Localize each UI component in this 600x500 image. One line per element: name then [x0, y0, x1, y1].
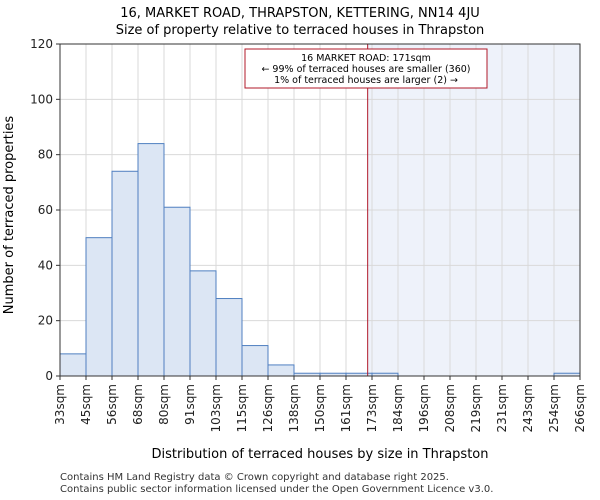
bars [59, 143, 581, 377]
x-tick-label: 208sqm [443, 384, 457, 432]
x-ticks: 33sqm 45sqm 56sqm 68sqm 80sqm 91sqm 103sqm 115s… [53, 376, 587, 432]
annotation-box [244, 48, 488, 89]
bar-103sqm [215, 298, 243, 377]
bar-56sqm [111, 170, 139, 377]
x-tick-label: 231sqm [495, 384, 509, 432]
x-tick-label: 196sqm [417, 384, 431, 432]
x-axis-label: Distribution of terraced houses by size … [151, 447, 488, 462]
y-tick-label: 0 [45, 369, 53, 383]
x-tick-label: 254sqm [547, 384, 561, 432]
bar-33sqm [59, 353, 87, 377]
x-tick-label: 91sqm [183, 384, 197, 425]
x-tick-label: 115sqm [235, 384, 249, 432]
annotation-line-3: 1% of terraced houses are larger (2) → [274, 75, 458, 86]
chart-title: 16, MARKET ROAD, THRAPSTON, KETTERING, N… [120, 6, 480, 21]
chart-subtitle: Size of property relative to terraced ho… [116, 23, 485, 38]
x-tick-label: 103sqm [209, 384, 223, 432]
bar-91sqm [189, 270, 217, 377]
bar-80sqm [163, 206, 191, 377]
y-axis-label: Number of terraced properties [2, 116, 17, 315]
x-tick-label: 243sqm [521, 384, 535, 432]
footer-line-2: Contains public sector information licen… [60, 484, 494, 495]
y-ticks: 0 20 40 60 80 100 120 [30, 37, 60, 383]
x-tick-label: 138sqm [287, 384, 301, 432]
bar-45sqm [85, 237, 113, 377]
y-tick-label: 120 [30, 37, 53, 51]
x-tick-label: 173sqm [365, 384, 379, 432]
marker-annotation: 16 MARKET ROAD: 171sqm ← 99% of terraced… [244, 48, 488, 89]
x-tick-label: 56sqm [105, 384, 119, 425]
x-tick-label: 150sqm [313, 384, 327, 432]
x-tick-label: 161sqm [339, 384, 353, 432]
x-tick-label: 126sqm [261, 384, 275, 432]
x-tick-label: 68sqm [131, 384, 145, 425]
bar-115sqm [241, 345, 269, 377]
y-tick-label: 40 [38, 258, 53, 272]
x-tick-label: 219sqm [469, 384, 483, 432]
footer-line-1: Contains HM Land Registry data © Crown c… [60, 472, 449, 483]
x-tick-label: 184sqm [391, 384, 405, 432]
bar-126sqm [267, 364, 295, 377]
y-tick-label: 100 [30, 92, 53, 106]
x-tick-label: 33sqm [53, 384, 67, 425]
y-tick-label: 60 [38, 203, 53, 217]
annotation-line-2: ← 99% of terraced houses are smaller (36… [261, 64, 470, 75]
annotation-line-1: 16 MARKET ROAD: 171sqm [301, 53, 431, 64]
x-tick-label: 80sqm [157, 384, 171, 425]
y-tick-label: 20 [38, 314, 53, 328]
y-tick-label: 80 [38, 148, 53, 162]
x-tick-label: 266sqm [573, 384, 587, 432]
bar-68sqm [137, 143, 165, 377]
x-tick-label: 45sqm [79, 384, 93, 425]
